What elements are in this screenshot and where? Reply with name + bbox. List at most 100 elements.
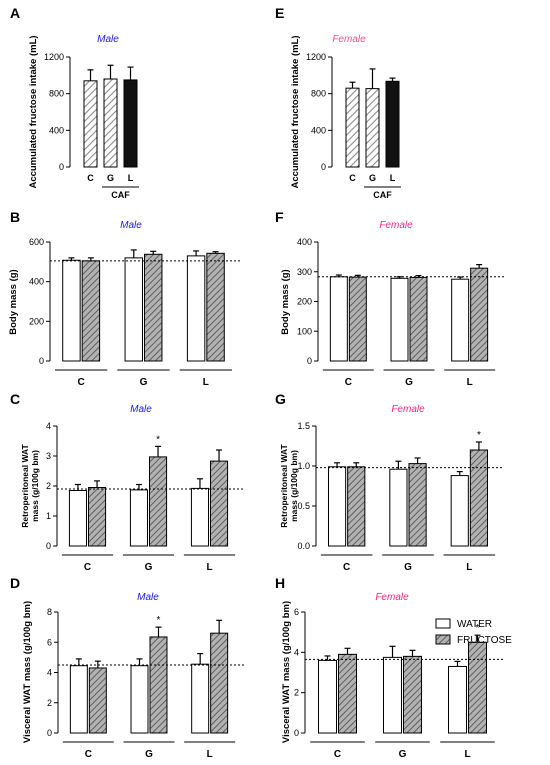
panel-c: C Male 0 1 2 3 4 Retroperitoneal WATmass (g/100…: [10, 391, 244, 573]
x-tick-label: L: [128, 173, 134, 183]
legend: WATER FRUCTOSE: [435, 618, 512, 646]
bar: [103, 78, 118, 168]
y-tick-label: 4: [294, 647, 299, 657]
x-tick-label: L: [207, 749, 213, 760]
x-tick-label: G: [107, 173, 114, 183]
bar: [210, 460, 229, 547]
panel-a: A Male 0 400 800 1200 Accumulated fructose int…: [10, 5, 139, 200]
panel-d: D Male 0 2 4 6 8 Visceral WAT mass (g/100g bm) C…: [10, 575, 244, 760]
group-label: CAF: [373, 190, 392, 200]
bar: [365, 88, 380, 168]
panel-title: Female: [332, 34, 366, 45]
panel-f: F Female 0 100 200 300 400 Body mass (g) C G L: [275, 209, 504, 388]
bar: [327, 466, 347, 547]
panel-letter: G: [275, 391, 286, 407]
y-tick-label: 1.0: [297, 461, 310, 471]
y-tick-label: 2: [294, 688, 299, 698]
panel-g: G Female 0.0 0.5 1.0 1.5 Retroperitoneal WATma…: [275, 391, 504, 573]
bar: [210, 632, 229, 734]
bar: [88, 487, 107, 547]
bar: [345, 87, 360, 168]
y-tick-label: 800: [49, 89, 64, 99]
x-tick-label: C: [334, 749, 341, 760]
bar: [450, 475, 469, 547]
y-tick-label: 0: [47, 728, 52, 738]
y-tick-label: 1200: [44, 52, 64, 62]
panel-e: E Female 0 400 800 1200 Accumulated fructose i…: [275, 5, 401, 200]
legend-water-label: WATER: [457, 619, 492, 630]
y-tick-label: 0.5: [297, 501, 310, 511]
bar: [389, 468, 408, 547]
y-tick-label: 0: [46, 541, 51, 551]
bar: [186, 255, 206, 362]
x-tick-label: G: [145, 749, 153, 760]
significance-marker: *: [476, 623, 480, 634]
bar: [383, 656, 402, 734]
significance-marker: *: [156, 434, 160, 445]
panel-title: Male: [97, 34, 119, 45]
bar: [191, 663, 210, 734]
y-axis-label: Accumulated fructose intake (mL): [290, 35, 301, 188]
bar: [408, 463, 427, 547]
x-tick-label: L: [206, 562, 212, 573]
x-tick-label: C: [349, 173, 356, 183]
x-tick-label: L: [390, 173, 396, 183]
bar: [83, 80, 98, 168]
panel-letter: F: [275, 209, 284, 225]
x-tick-label: L: [464, 749, 470, 760]
y-tick-label: 1.5: [297, 421, 310, 431]
y-tick-label: 400: [297, 237, 312, 247]
y-axis-label: Body mass (g): [8, 269, 19, 334]
x-tick-label: G: [399, 749, 407, 760]
panel-title: Female: [391, 404, 425, 415]
y-tick-label: 4: [47, 668, 52, 678]
bar: [88, 667, 107, 734]
y-tick-label: 300: [297, 267, 312, 277]
y-tick-label: 600: [29, 237, 44, 247]
bar: [68, 490, 87, 547]
y-tick-label: 200: [297, 297, 312, 307]
x-tick-label: C: [343, 562, 350, 573]
bar: [123, 79, 138, 168]
y-tick-label: 0: [307, 356, 312, 366]
bar: [149, 456, 168, 547]
bar: [451, 278, 470, 362]
group-label: CAF: [111, 190, 130, 200]
panel-title: Female: [379, 220, 413, 231]
x-tick-label: L: [203, 377, 209, 388]
panel-title: Female: [375, 592, 409, 603]
bar: [468, 641, 487, 734]
panel-title: Male: [120, 220, 142, 231]
panel-b: B Male 0 200 400 600 Body mass (g) C G L: [8, 209, 241, 388]
y-axis-label: Accumulated fructose intake (mL): [28, 35, 39, 188]
y-tick-label: 0.0: [297, 541, 310, 551]
bar: [347, 466, 366, 547]
bar: [190, 487, 209, 547]
y-tick-label: 0: [39, 356, 44, 366]
panel-letter: D: [10, 575, 20, 591]
x-tick-label: C: [87, 173, 94, 183]
y-tick-label: 2: [46, 481, 51, 491]
significance-marker: *: [157, 615, 161, 626]
y-tick-label: 2: [47, 698, 52, 708]
y-tick-label: 0: [59, 162, 64, 172]
bar: [144, 253, 163, 362]
bar: [81, 260, 101, 362]
x-tick-label: L: [467, 377, 473, 388]
y-tick-label: 8: [47, 607, 52, 617]
y-tick-label: 0: [321, 162, 326, 172]
bar: [348, 276, 367, 362]
bar: [69, 665, 88, 734]
y-tick-label: 4: [46, 421, 51, 431]
bar: [390, 277, 409, 362]
y-tick-label: 800: [311, 89, 326, 99]
x-tick-label: G: [145, 562, 153, 573]
bar: [124, 257, 144, 362]
bar: [129, 489, 148, 547]
bar: [385, 80, 400, 168]
y-tick-label: 200: [29, 316, 44, 326]
x-tick-label: G: [369, 173, 376, 183]
